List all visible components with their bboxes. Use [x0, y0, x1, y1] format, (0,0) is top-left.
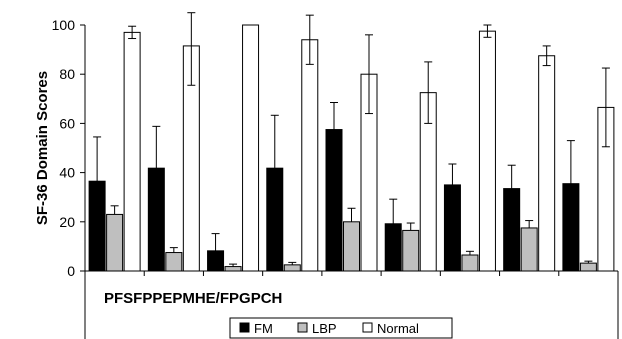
legend-box [229, 317, 453, 339]
bar-normal-pg [478, 30, 496, 272]
legend-swatch-normal [362, 322, 373, 333]
y-tick-label: 60 [59, 115, 75, 131]
bar-fm-pp [207, 250, 225, 272]
y-tick-label: 80 [59, 66, 75, 82]
y-tick-label: 100 [52, 17, 76, 33]
bar-fm-mh [325, 129, 343, 272]
bar-lbp-mh [343, 221, 360, 272]
y-tick-label: 0 [67, 263, 75, 279]
legend-swatch-fm [239, 322, 250, 333]
bar-lbp-ep [283, 264, 301, 272]
bar-fm-pg [443, 184, 461, 272]
y-tick-label: 20 [59, 214, 75, 230]
bar-lbp-p [520, 227, 538, 272]
bar-lbp-sf [165, 252, 183, 272]
bar-normal-p [538, 55, 556, 272]
bar-lbp-e-f [402, 229, 420, 272]
bar-fm-pf [88, 180, 106, 272]
bar-fm-e-f [384, 223, 402, 272]
legend-label-lbp: LBP [312, 321, 337, 336]
category-labels: PFSFPPEPMHE/FPGPCH [104, 290, 282, 307]
y-axis-label: SF-36 Domain Scores [34, 71, 51, 225]
bar-lbp-pp [224, 266, 242, 272]
legend-label-normal: Normal [377, 321, 419, 336]
bar-normal-pp [242, 24, 260, 272]
bar-lbp-pg [461, 254, 479, 272]
bar-lbp-ch [579, 262, 597, 272]
legend-label-fm: FM [254, 321, 273, 336]
bar-lbp-pf [106, 213, 124, 272]
bar-fm-ch [562, 183, 580, 272]
bar-fm-p [503, 188, 521, 272]
bar-normal-ep [301, 39, 319, 272]
legend-swatch-lbp [297, 322, 308, 333]
bar-normal-pf [123, 31, 141, 272]
y-tick-label: 40 [59, 165, 75, 181]
bar-fm-ep [266, 167, 284, 272]
bar-fm-sf [147, 167, 165, 272]
